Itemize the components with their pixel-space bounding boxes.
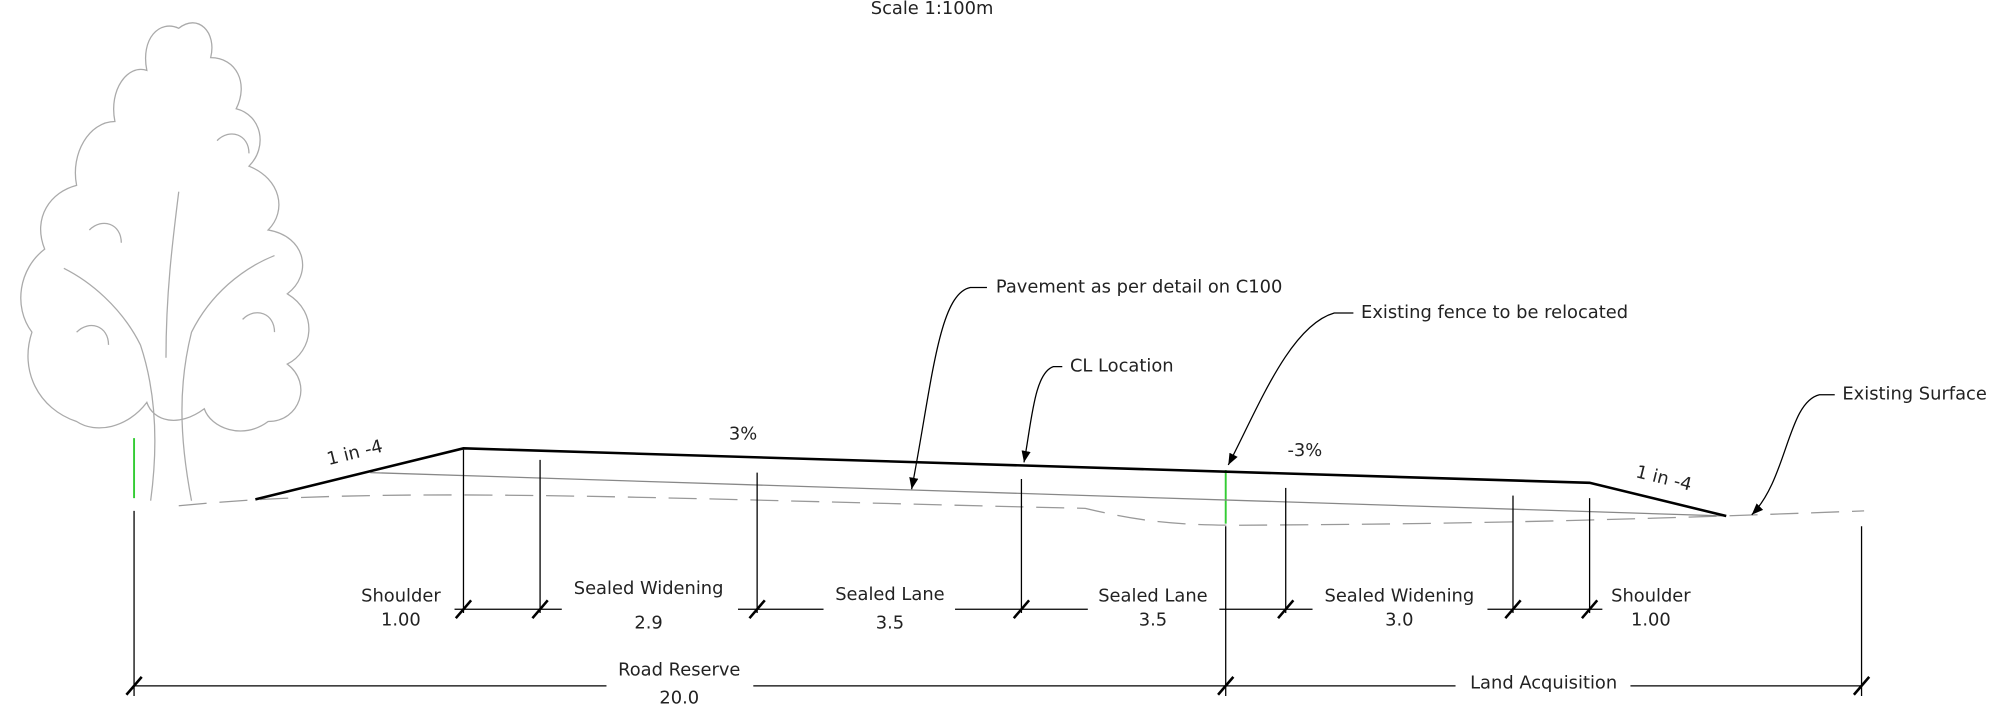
scale: Scale 1:100m — [871, 0, 994, 19]
callout: Existing Surface — [1842, 384, 1986, 405]
extent-width: 20.0 — [659, 688, 699, 709]
segment-width: 1.00 — [1631, 610, 1671, 631]
segment-label: Sealed Widening — [1324, 585, 1474, 606]
pavement — [255, 447, 1727, 518]
dimension-lines — [134, 608, 1862, 687]
extent-label: Land Acquisition — [1470, 672, 1617, 693]
segment-label: Shoulder — [361, 585, 441, 606]
subgrade — [370, 471, 1727, 517]
leader — [1751, 394, 1835, 516]
slope-label: 1 in -4 — [1634, 461, 1694, 495]
leader — [1021, 365, 1063, 463]
callout: Existing fence to be relocated — [1361, 302, 1628, 323]
dimension-ticks — [125, 599, 1871, 696]
segment-width: 3.0 — [1385, 610, 1413, 631]
slope-label: -3% — [1287, 440, 1322, 461]
segment-label: Sealed Lane — [835, 584, 944, 605]
segment-width: 3.5 — [876, 612, 904, 633]
extent-label: Road Reserve — [618, 660, 740, 681]
leader — [909, 286, 987, 490]
slope-label: 3% — [729, 423, 757, 444]
segment-width: 3.5 — [1139, 610, 1167, 631]
callout: Pavement as per detail on C100 — [996, 276, 1282, 297]
existing-surface — [178, 494, 1865, 526]
segment-width: 2.9 — [634, 612, 662, 633]
segment-width: 1.00 — [381, 610, 421, 631]
callout: CL Location — [1070, 356, 1174, 377]
leader — [1227, 312, 1354, 466]
slope-label: 1 in -4 — [325, 436, 385, 470]
offset-lines — [133, 449, 1863, 697]
tree — [20, 22, 310, 501]
segment-label: Sealed Lane — [1098, 585, 1207, 606]
segment-label: Sealed Widening — [574, 578, 724, 599]
segment-label: Shoulder — [1611, 585, 1691, 606]
